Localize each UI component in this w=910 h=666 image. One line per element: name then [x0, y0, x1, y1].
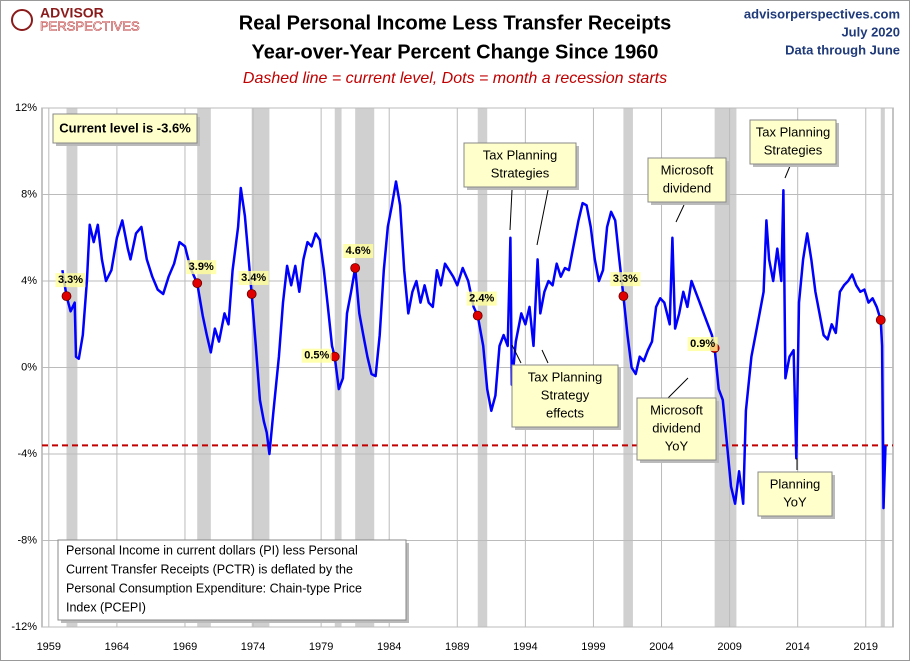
value-label: 3.9%: [189, 261, 214, 273]
recession-dot: [61, 291, 72, 302]
value-label: 0.9%: [690, 338, 715, 350]
annotation-text: Microsoft: [661, 162, 714, 177]
recession-dot: [192, 278, 203, 289]
annotation-text: Strategies: [764, 142, 823, 157]
current-level-box: [52, 113, 198, 144]
value-label: 3.4%: [241, 272, 266, 284]
data-line: [61, 180, 887, 510]
annotation-text: effects: [546, 405, 585, 420]
value-label-bg: [238, 270, 269, 285]
data-note: Data through June: [785, 42, 900, 57]
x-tick-label: 1999: [581, 641, 605, 653]
annotation-text: Microsoft: [650, 402, 703, 417]
annotation-box: [757, 471, 833, 517]
y-tick-label: 12%: [15, 102, 37, 114]
x-tick-label: 1964: [105, 641, 129, 653]
x-tick-label: 1979: [309, 641, 333, 653]
value-label-bg: [687, 337, 718, 352]
x-tick-label: 1974: [241, 641, 265, 653]
x-tick-label: 1989: [445, 641, 469, 653]
note-text: Index (PCEPI): [66, 600, 146, 614]
logo-icon: [11, 9, 33, 31]
annotation-text: dividend: [663, 180, 711, 195]
annotation-box: [636, 397, 717, 461]
annotation-box: [647, 157, 727, 203]
value-label: 0.5%: [304, 350, 329, 362]
annotation-box: [511, 364, 619, 428]
chart-title: Real Personal Income Less Transfer Recei…: [239, 12, 671, 34]
y-tick-label: -12%: [11, 621, 37, 633]
note-text: Personal Consumption Expenditure: Chain-…: [66, 581, 362, 595]
note-text: Personal Income in current dollars (PI) …: [66, 543, 358, 557]
recession-dot: [618, 291, 629, 302]
x-tick-label: 1994: [513, 641, 537, 653]
y-tick-label: 8%: [21, 188, 37, 200]
note-box: [57, 539, 407, 621]
annotation-text: Planning: [770, 476, 821, 491]
x-tick-label: 2014: [785, 641, 809, 653]
value-label-bg: [186, 260, 217, 275]
annotation-leader: [667, 377, 689, 399]
y-tick-label: 0%: [21, 361, 37, 373]
x-tick-label: 1959: [37, 641, 61, 653]
value-label-bg: [55, 273, 86, 288]
annotation-text: Tax Planning: [528, 369, 602, 384]
recession-dot: [350, 263, 361, 273]
x-tick-label: 1969: [173, 641, 197, 653]
x-tick-label: 2004: [649, 641, 673, 653]
value-label: 3.3%: [613, 273, 638, 285]
value-label: 2.4%: [469, 293, 494, 305]
x-tick-label: 1984: [377, 641, 401, 653]
annotation-text: dividend: [652, 420, 700, 435]
value-label-bg: [466, 291, 497, 306]
annotation-text: Strategies: [491, 165, 550, 180]
annotation-text: Tax Planning: [756, 124, 830, 139]
recession-dot: [875, 315, 886, 325]
source: advisorperspectives.com: [744, 6, 900, 21]
note-text: Current Transfer Receipts (PCTR) is defl…: [66, 562, 353, 576]
value-label: 3.3%: [58, 274, 83, 286]
annotation-text: YoY: [783, 494, 807, 509]
annotation-text: Tax Planning: [483, 147, 557, 162]
annotation-text: YoY: [665, 438, 689, 453]
date: July 2020: [841, 24, 900, 39]
chart-title: Year-over-Year Percent Change Since 1960: [252, 41, 659, 63]
x-tick-label: 2009: [717, 641, 741, 653]
value-label: 4.6%: [346, 245, 371, 257]
recession-dot: [472, 310, 483, 321]
annotation-leader: [509, 189, 513, 231]
logo: ADVISOR: [40, 5, 104, 21]
chart-subtitle: Dashed line = current level, Dots = mont…: [243, 70, 667, 87]
current-level-label: Current level is -3.6%: [59, 120, 191, 135]
annotation-box: [749, 119, 837, 165]
x-tick-label: 2019: [854, 641, 878, 653]
value-label-bg: [301, 348, 332, 363]
logo: PERSPECTIVES: [40, 18, 140, 33]
y-tick-label: -4%: [17, 448, 37, 460]
annotation-leader: [536, 189, 549, 246]
annotation-text: Strategy: [541, 387, 590, 402]
value-label-bg: [610, 272, 641, 287]
y-tick-label: -8%: [17, 534, 37, 546]
annotation-box: [463, 142, 577, 188]
annotation-leader: [784, 165, 791, 179]
annotation-leader: [541, 349, 549, 364]
recession-dot: [246, 289, 257, 299]
value-label-bg: [343, 244, 374, 259]
annotation-leader: [511, 344, 522, 364]
y-tick-label: 4%: [21, 275, 37, 287]
annotation-leader: [675, 204, 685, 223]
